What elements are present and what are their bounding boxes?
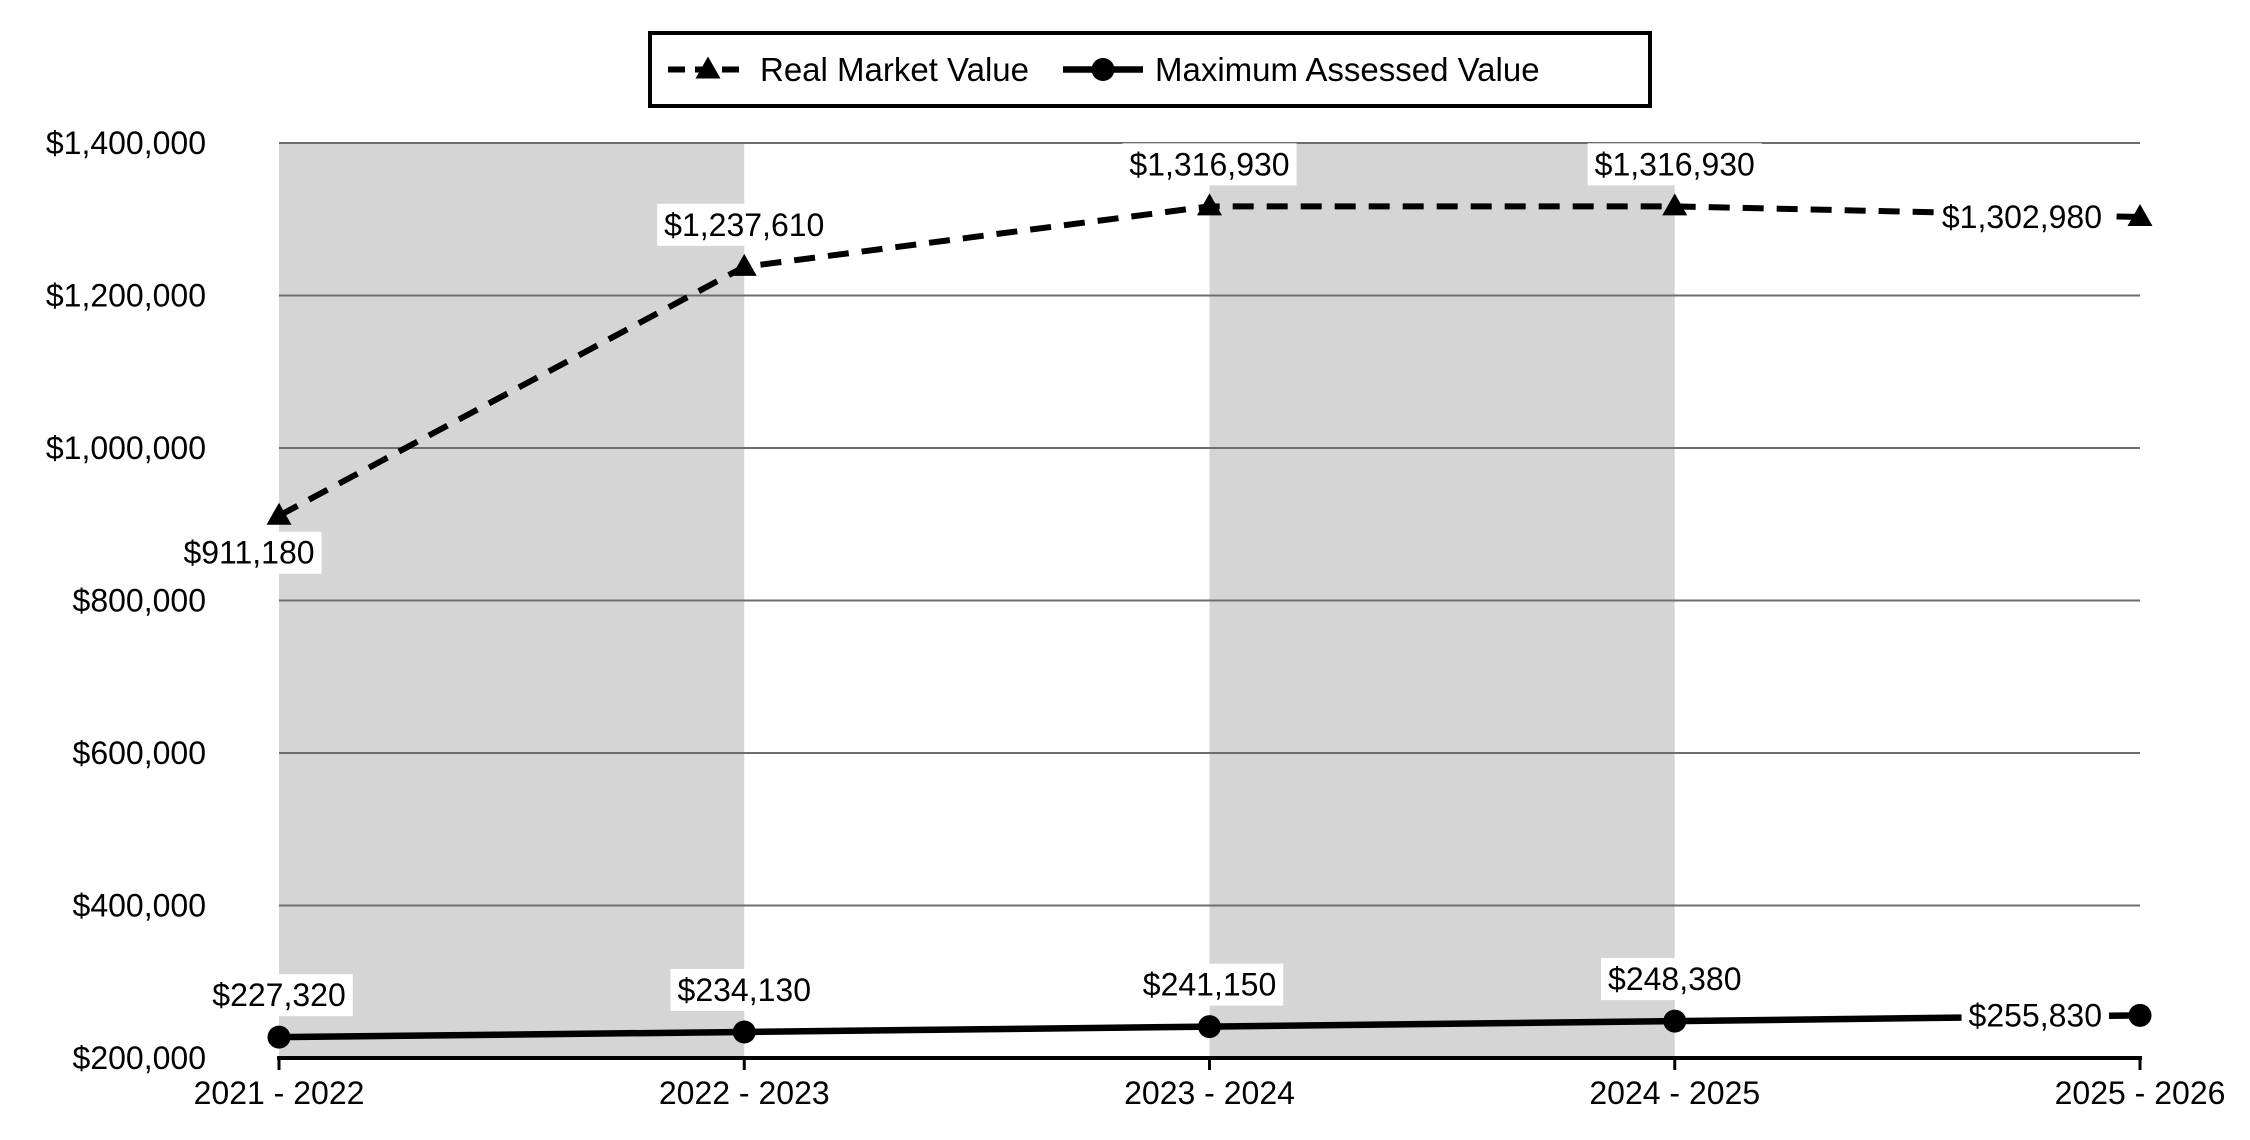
triangle-marker bbox=[1197, 193, 1222, 216]
data-label: $234,130 bbox=[678, 972, 811, 1008]
x-axis-tick-label: 2022 - 2023 bbox=[659, 1075, 830, 1111]
legend-triangle-icon bbox=[695, 56, 721, 79]
data-label: $1,316,930 bbox=[1129, 146, 1289, 182]
x-axis-tick-label: 2024 - 2025 bbox=[1589, 1075, 1760, 1111]
data-label-background bbox=[1122, 143, 1297, 186]
triangle-marker bbox=[2127, 203, 2153, 226]
data-label: $911,180 bbox=[183, 535, 314, 571]
data-label: $1,302,980 bbox=[1942, 199, 2102, 235]
triangle-marker bbox=[731, 253, 757, 276]
x-axis-tick-label: 2021 - 2022 bbox=[194, 1075, 365, 1111]
x-axis-tick-label: 2023 - 2024 bbox=[1124, 1075, 1295, 1111]
data-label: $1,237,610 bbox=[664, 207, 824, 243]
y-axis-tick-label: $1,000,000 bbox=[46, 430, 206, 466]
y-axis-tick-label: $800,000 bbox=[73, 583, 206, 619]
data-label-background bbox=[1961, 994, 2109, 1037]
data-label: $248,380 bbox=[1608, 961, 1741, 997]
triangle-marker bbox=[1662, 193, 1688, 216]
data-label: $255,830 bbox=[1969, 997, 2102, 1033]
y-axis-tick-label: $1,200,000 bbox=[46, 278, 206, 314]
circle-marker bbox=[267, 1025, 291, 1049]
data-label: $227,320 bbox=[212, 977, 345, 1013]
data-label-background bbox=[1587, 143, 1762, 186]
data-label-background bbox=[205, 974, 353, 1017]
y-axis-tick-label: $400,000 bbox=[73, 888, 206, 924]
data-label-background bbox=[1135, 963, 1284, 1006]
data-label: $241,150 bbox=[1143, 967, 1276, 1003]
data-label-background bbox=[176, 531, 322, 574]
circle-marker bbox=[732, 1020, 756, 1044]
circle-marker bbox=[1198, 1015, 1221, 1039]
circle-marker bbox=[2128, 1003, 2152, 1027]
data-label: $1,316,930 bbox=[1595, 146, 1755, 182]
circle-marker bbox=[1663, 1009, 1687, 1033]
triangle-marker bbox=[266, 502, 292, 525]
x-axis-tick-label: 2025 - 2026 bbox=[2055, 1075, 2226, 1111]
legend-circle-icon bbox=[1091, 58, 1115, 81]
data-label-background bbox=[670, 968, 818, 1011]
legend-label-real-market-value: Real Market Value bbox=[760, 51, 1029, 88]
data-label-background bbox=[1934, 195, 2109, 238]
legend-label-maximum-assessed-value: Maximum Assessed Value bbox=[1155, 51, 1540, 88]
legend-box bbox=[648, 31, 1652, 108]
data-label-background bbox=[1601, 958, 1749, 1001]
y-axis-tick-label: $200,000 bbox=[73, 1040, 206, 1076]
y-axis-tick-label: $1,400,000 bbox=[46, 125, 206, 161]
y-axis-tick-label: $600,000 bbox=[73, 735, 206, 771]
data-label-background bbox=[657, 203, 832, 246]
